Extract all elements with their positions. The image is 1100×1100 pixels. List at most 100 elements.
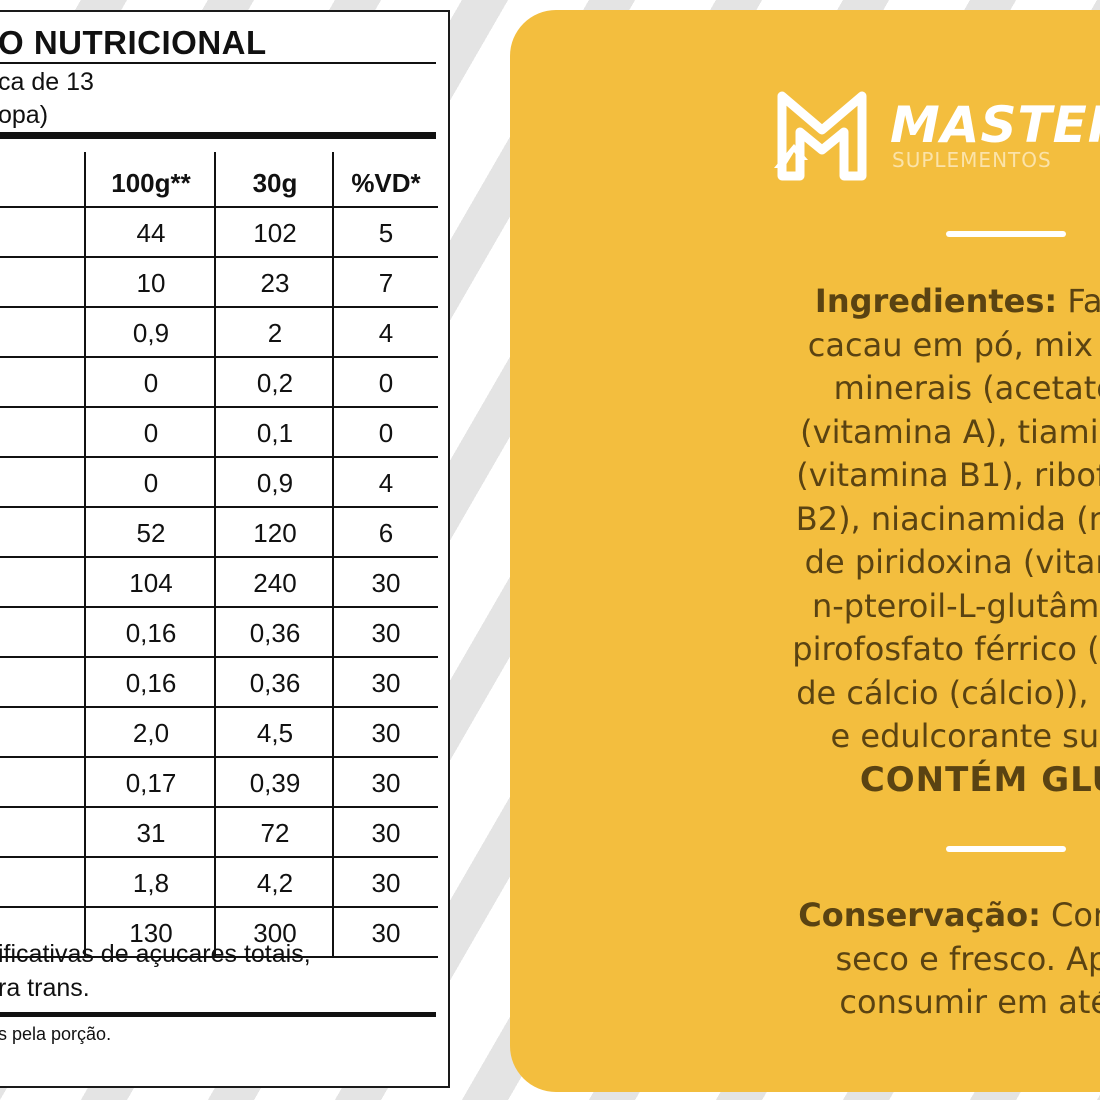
table-cell: 0,2 (256, 368, 294, 398)
ingredients-line: pirofosfato férrico (ferro) (792, 630, 1100, 668)
table-cell: 30 (371, 868, 401, 898)
contains-gluten-warning: CONTÉM GLÚ (859, 759, 1100, 800)
table-cell: 0,39 (249, 768, 301, 798)
table-cell: 0,36 (249, 668, 301, 698)
table-cell: 30 (371, 718, 401, 748)
footnote-line-2: ra trans. (0, 974, 90, 1002)
header-100g: 100g** (111, 168, 191, 198)
ingredients-line: de piridoxina (vitamina (804, 543, 1100, 581)
table-cell: 0 (378, 368, 394, 398)
product-info-panel: MASTER SUPLEMENTOS Ingredientes: Farinh … (510, 10, 1100, 1092)
row-divider (0, 906, 438, 908)
column-divider (84, 152, 86, 956)
row-divider (0, 606, 438, 608)
ingredients-line: n-pteroil-L-glutâmico ( (811, 586, 1100, 625)
nutrition-facts-panel: O NUTRICIONAL ca de 13 opa) 100g** 30g %… (0, 10, 450, 1088)
table-cell: 52 (136, 518, 166, 548)
table-cell: 30 (371, 918, 401, 948)
ingredients-line: minerais (acetato d (833, 369, 1100, 407)
table-cell: 10 (136, 268, 166, 298)
table-cell: 120 (253, 518, 297, 548)
ingredients-line: de cálcio (cálcio)), sal, a (796, 673, 1100, 712)
table-cell: 2 (267, 318, 283, 348)
master-logo-icon (774, 91, 867, 181)
row-divider (0, 656, 438, 658)
table-cell: 30 (371, 568, 401, 598)
table-cell: 240 (253, 568, 297, 598)
serving-info-line-2: opa) (0, 101, 49, 129)
row-divider (0, 556, 438, 558)
table-cell: 44 (136, 218, 166, 248)
row-divider (0, 306, 438, 308)
table-cell: 0,36 (249, 618, 301, 648)
header-30g: 30g (252, 168, 298, 198)
table-cell: 0 (143, 468, 159, 498)
table-cell: 2,0 (132, 718, 170, 748)
table-cell: 30 (371, 668, 401, 698)
table-cell: 104 (129, 568, 173, 598)
table-cell: 0 (378, 418, 394, 448)
table-cell: 102 (253, 218, 297, 248)
divider-top (946, 231, 1066, 237)
nutrition-title: O NUTRICIONAL (0, 24, 267, 61)
ingredients-line: e edulcorante sucra (830, 717, 1100, 755)
table-cell: 30 (371, 818, 401, 848)
conservation-line: seco e fresco. Após (835, 939, 1100, 978)
table-cell: 0,16 (125, 618, 177, 648)
ingredients-label: Ingredientes: (814, 282, 1058, 320)
row-divider (0, 456, 438, 458)
brand-subtitle: SUPLEMENTOS (892, 148, 1052, 172)
table-cell: 72 (260, 818, 290, 848)
row-divider (0, 506, 438, 508)
column-divider (332, 152, 334, 956)
footnote-line-1: ificativas de açucares totais, (0, 940, 311, 968)
table-cell: 30 (371, 618, 401, 648)
ingredients-line: B2), niacinamida (niacin (795, 499, 1100, 538)
row-divider (0, 806, 438, 808)
row-divider (0, 956, 438, 958)
conservation-line: consumir em até 3 (839, 983, 1100, 1021)
table-cell: 0,16 (125, 668, 177, 698)
table-cell: 130 (129, 918, 173, 948)
ingredients-line: cacau em pó, mix de v (807, 325, 1100, 364)
table-cell: 0 (143, 418, 159, 448)
header-divider (0, 206, 438, 208)
thick-rule (0, 132, 436, 139)
row-divider (0, 706, 438, 708)
table-cell: 30 (371, 768, 401, 798)
title-rule (0, 62, 436, 64)
divider-bottom (946, 846, 1066, 852)
table-cell: 0,9 (132, 318, 170, 348)
row-divider (0, 256, 438, 258)
conservation-text: Conservação: Conserv seco e fresco. Após… (510, 894, 1100, 1025)
table-cell: 23 (260, 268, 290, 298)
table-cell: 4,5 (256, 718, 294, 748)
table-cell: 0,17 (125, 768, 177, 798)
conservation-label: Conservação: (798, 896, 1041, 934)
ingredients-line: (vitamina B1), riboflavin (796, 456, 1100, 494)
table-cell: 0,1 (256, 418, 294, 448)
table-cell: 0 (143, 368, 159, 398)
table-cell: 300 (253, 918, 297, 948)
ingredients-text: Ingredientes: Farinh cacau em pó, mix de… (510, 280, 1100, 802)
table-cell: 6 (378, 518, 394, 548)
footnote-rule (0, 1012, 436, 1017)
row-divider (0, 856, 438, 858)
table-cell: 31 (136, 818, 166, 848)
table-cell: 5 (378, 218, 394, 248)
ingredients-line: (vitamina A), tiamina m (800, 412, 1100, 451)
table-cell: 4,2 (256, 868, 294, 898)
header-vd: %VD* (351, 168, 421, 198)
table-cell: 4 (378, 468, 394, 498)
brand-name: MASTER (890, 96, 1100, 154)
row-divider (0, 756, 438, 758)
table-cell: 4 (378, 318, 394, 348)
row-divider (0, 406, 438, 408)
small-footnote: s pela porção. (0, 1024, 112, 1044)
conservation-line: Conservação: Conserv (798, 896, 1100, 934)
row-divider (0, 356, 438, 358)
table-cell: 0,9 (256, 468, 294, 498)
table-cell: 7 (378, 268, 394, 298)
column-divider (214, 152, 216, 956)
serving-info-line-1: ca de 13 (0, 68, 94, 96)
